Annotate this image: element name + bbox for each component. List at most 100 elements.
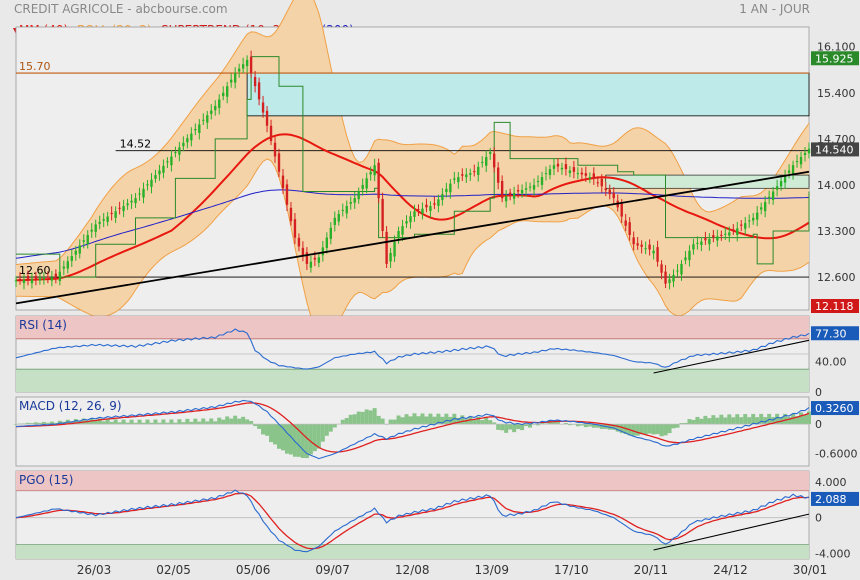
y-tick-label: 0 [815,512,822,525]
macd-histogram-bar [41,421,46,425]
candle-body [389,252,392,262]
candle-body [489,152,492,154]
macd-histogram-bar [412,413,417,425]
candle-body [763,202,767,212]
candle-body [285,184,289,205]
candle-body [237,68,241,72]
candle-body [174,152,177,154]
macd-histogram-bar [587,424,592,427]
macd-histogram-bar [583,424,588,428]
candle-body [313,257,317,260]
macd-histogram-bar [161,419,166,425]
macd-histogram-bar [655,424,660,435]
macd-histogram-bar [233,415,238,425]
candle-body [214,105,217,111]
candle-body [253,76,257,87]
candle-body [74,250,77,255]
macd-histogram-bar [324,424,329,436]
macd-histogram-bar [221,419,226,425]
level-label: 12.60 [19,264,51,277]
candle-body [293,219,297,238]
candle-body [421,208,424,214]
candle-body [226,86,229,97]
candle-body [708,238,711,245]
macd-histogram-bar [300,424,305,458]
candle-body [425,204,428,208]
macd-histogram-bar [747,417,752,425]
candle-body [469,173,472,175]
candle-body [664,271,667,284]
candle-body [692,244,695,250]
macd-histogram-bar [205,421,210,425]
macd-histogram-bar [472,419,477,425]
macd-histogram-bar [33,422,38,425]
candle-body [608,189,611,195]
chart-period: 1 AN - JOUR [739,2,810,16]
candle-body [333,217,336,225]
macd-histogram-bar [364,409,369,425]
x-tick-label: 13/09 [474,563,509,577]
macd-histogram-bar [332,424,337,428]
y-tick-label: -4.000 [815,548,850,561]
candle-body [50,277,54,281]
macd-histogram-bar [551,422,556,425]
candle-body [301,247,305,256]
candle-body [572,167,576,172]
macd-histogram-bar [663,424,668,436]
indicator-panel-frame [15,396,810,467]
candle-body [78,245,81,254]
candle-body [122,206,125,212]
last-close-badge: 14.540 [815,143,854,156]
candle-body [397,231,400,239]
macd-histogram-bar [400,417,405,425]
candle-body [166,161,169,163]
macd-histogram-bar [245,419,250,425]
candle-body [684,257,687,261]
candle-body [18,278,22,281]
candle-body [512,193,516,199]
candle-body [799,156,803,165]
candle-body [381,198,384,232]
x-tick-label: 12/08 [395,563,430,577]
macd-histogram-bar [803,414,808,425]
macd-histogram-bar [133,422,138,425]
candle-body [473,171,476,173]
candle-body [349,202,352,204]
y-tick-label: 15.400 [817,87,856,100]
level-label: 15.70 [19,60,51,73]
macd-histogram-bar [265,424,270,436]
candle-body [668,279,671,284]
macd-histogram-bar [177,419,182,425]
candle-body [803,152,807,155]
candle-body [759,207,763,210]
macd-histogram-bar [715,417,720,425]
candle-body [182,142,185,147]
indicator-title: PGO (15) [19,473,73,487]
macd-histogram-bar [229,418,234,425]
macd-histogram-bar [97,418,102,425]
candle-body [70,256,73,261]
candle-body [357,191,360,200]
macd-histogram-bar [209,418,214,425]
candle-body [600,178,603,187]
candle-body [118,207,121,209]
candle-body [289,207,293,222]
candle-body [329,227,332,239]
bollinger-lower [15,158,810,340]
macd-histogram-bar [428,413,433,425]
macd-histogram-bar [759,413,764,425]
macd-histogram-bar [304,424,309,459]
macd-histogram-bar [731,417,736,425]
macd-histogram-bar [615,424,620,432]
candle-body [520,189,524,194]
candle-body [449,183,452,193]
macd-histogram-bar [751,413,756,425]
macd-histogram-bar [344,418,349,425]
macd-histogram-bar [249,421,254,425]
candle-body [528,186,532,188]
macd-histogram-bar [424,416,429,425]
macd-histogram-bar [165,422,170,425]
candle-body [724,233,727,235]
candle-body [548,169,552,176]
macd-histogram-bar [408,416,413,425]
